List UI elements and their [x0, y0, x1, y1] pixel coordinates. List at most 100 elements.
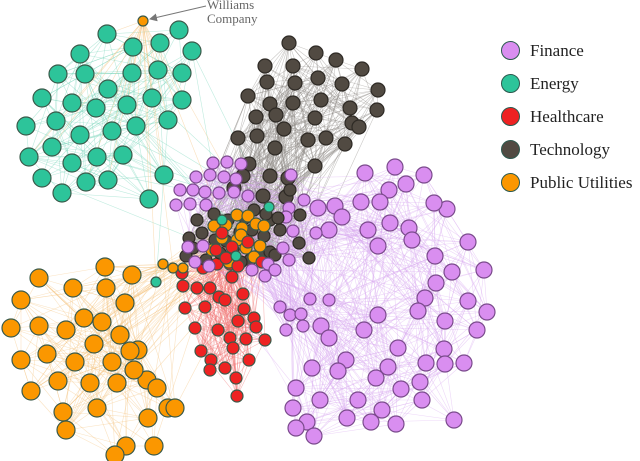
node-public-utilities [177, 262, 189, 274]
node-finance [189, 170, 203, 184]
node-healthcare [231, 259, 245, 273]
node-energy [158, 110, 178, 130]
node-healthcare [176, 279, 190, 293]
legend-label-healthcare: Healthcare [530, 106, 604, 126]
node-public-utilities [110, 325, 130, 345]
node-public-utilities [124, 360, 144, 380]
graph-nodes [1, 15, 496, 461]
node-technology [273, 223, 287, 237]
node-finance [436, 355, 454, 373]
node-finance [387, 415, 405, 433]
node-finance [273, 300, 287, 314]
node-energy [52, 183, 72, 203]
node-technology [337, 136, 353, 152]
node-finance [426, 247, 444, 265]
node-finance [241, 189, 255, 203]
node-finance [202, 259, 216, 273]
node-energy [75, 64, 95, 84]
annotation-line-1: Williams [207, 0, 255, 12]
annotation-line-2: Company [207, 11, 258, 26]
node-finance [445, 411, 463, 429]
node-technology [267, 140, 283, 156]
node-public-utilities [37, 344, 57, 364]
node-finance [367, 369, 385, 387]
node-healthcare [190, 281, 204, 295]
node-finance [258, 269, 272, 283]
node-finance [188, 255, 202, 269]
node-healthcare [236, 287, 250, 301]
node-finance [355, 321, 373, 339]
node-finance [311, 391, 329, 409]
node-energy [98, 79, 118, 99]
node-finance [392, 380, 410, 398]
node-public-utilities [92, 312, 112, 332]
node-finance [475, 261, 493, 279]
node-public-utilities [241, 209, 255, 223]
node-public-utilities [137, 15, 149, 27]
legend-item-technology: Technology [498, 133, 640, 166]
node-public-utilities [115, 293, 135, 313]
node-finance [186, 183, 200, 197]
node-energy [139, 189, 159, 209]
node-finance [312, 317, 330, 335]
annotation-arrow [149, 5, 207, 22]
node-technology [310, 70, 326, 86]
node-energy [148, 60, 168, 80]
node-energy [123, 37, 143, 57]
node-finance [203, 168, 217, 182]
node-finance [305, 427, 323, 445]
node-energy [32, 168, 52, 188]
node-public-utilities [122, 265, 142, 285]
node-healthcare [249, 320, 263, 334]
node-public-utilities [11, 290, 31, 310]
node-energy [97, 24, 117, 44]
node-healthcare [203, 281, 217, 295]
node-finance [369, 237, 387, 255]
node-finance [338, 409, 356, 427]
node-finance [296, 319, 310, 333]
node-finance [198, 185, 212, 199]
node-energy [46, 111, 66, 131]
node-healthcare [198, 300, 212, 314]
node-finance [373, 401, 391, 419]
node-technology [257, 58, 273, 74]
node-public-utilities [253, 239, 267, 253]
node-technology [287, 75, 303, 91]
node-finance [309, 226, 323, 240]
node-energy [62, 153, 82, 173]
node-finance [356, 164, 374, 182]
node-finance [389, 339, 407, 357]
node-energy [150, 33, 170, 53]
node-finance [329, 362, 347, 380]
node-technology [285, 95, 301, 111]
node-finance [436, 312, 454, 330]
node-finance [397, 175, 415, 193]
node-finance [220, 155, 234, 169]
node-finance [229, 172, 243, 186]
node-finance [455, 354, 473, 372]
node-finance [297, 193, 311, 207]
node-finance [276, 241, 290, 255]
node-finance [303, 292, 317, 306]
node-finance [352, 193, 370, 211]
node-energy [154, 165, 174, 185]
node-public-utilities [65, 352, 85, 372]
node-public-utilities [63, 278, 83, 298]
node-healthcare [241, 235, 255, 249]
node-energy [98, 170, 118, 190]
legend-label-finance: Finance [530, 40, 584, 60]
node-finance [386, 158, 404, 176]
node-energy [102, 121, 122, 141]
legend-item-public-utilities: Public Utilities [498, 166, 640, 199]
node-public-utilities [144, 436, 164, 456]
node-finance [425, 194, 443, 212]
node-finance [287, 379, 305, 397]
node-finance [217, 170, 231, 184]
node-energy [70, 125, 90, 145]
node-energy [169, 20, 189, 40]
node-healthcare [211, 323, 225, 337]
node-technology [307, 110, 323, 126]
node-technology [285, 58, 301, 74]
node-technology [351, 119, 367, 135]
node-energy [62, 93, 82, 113]
